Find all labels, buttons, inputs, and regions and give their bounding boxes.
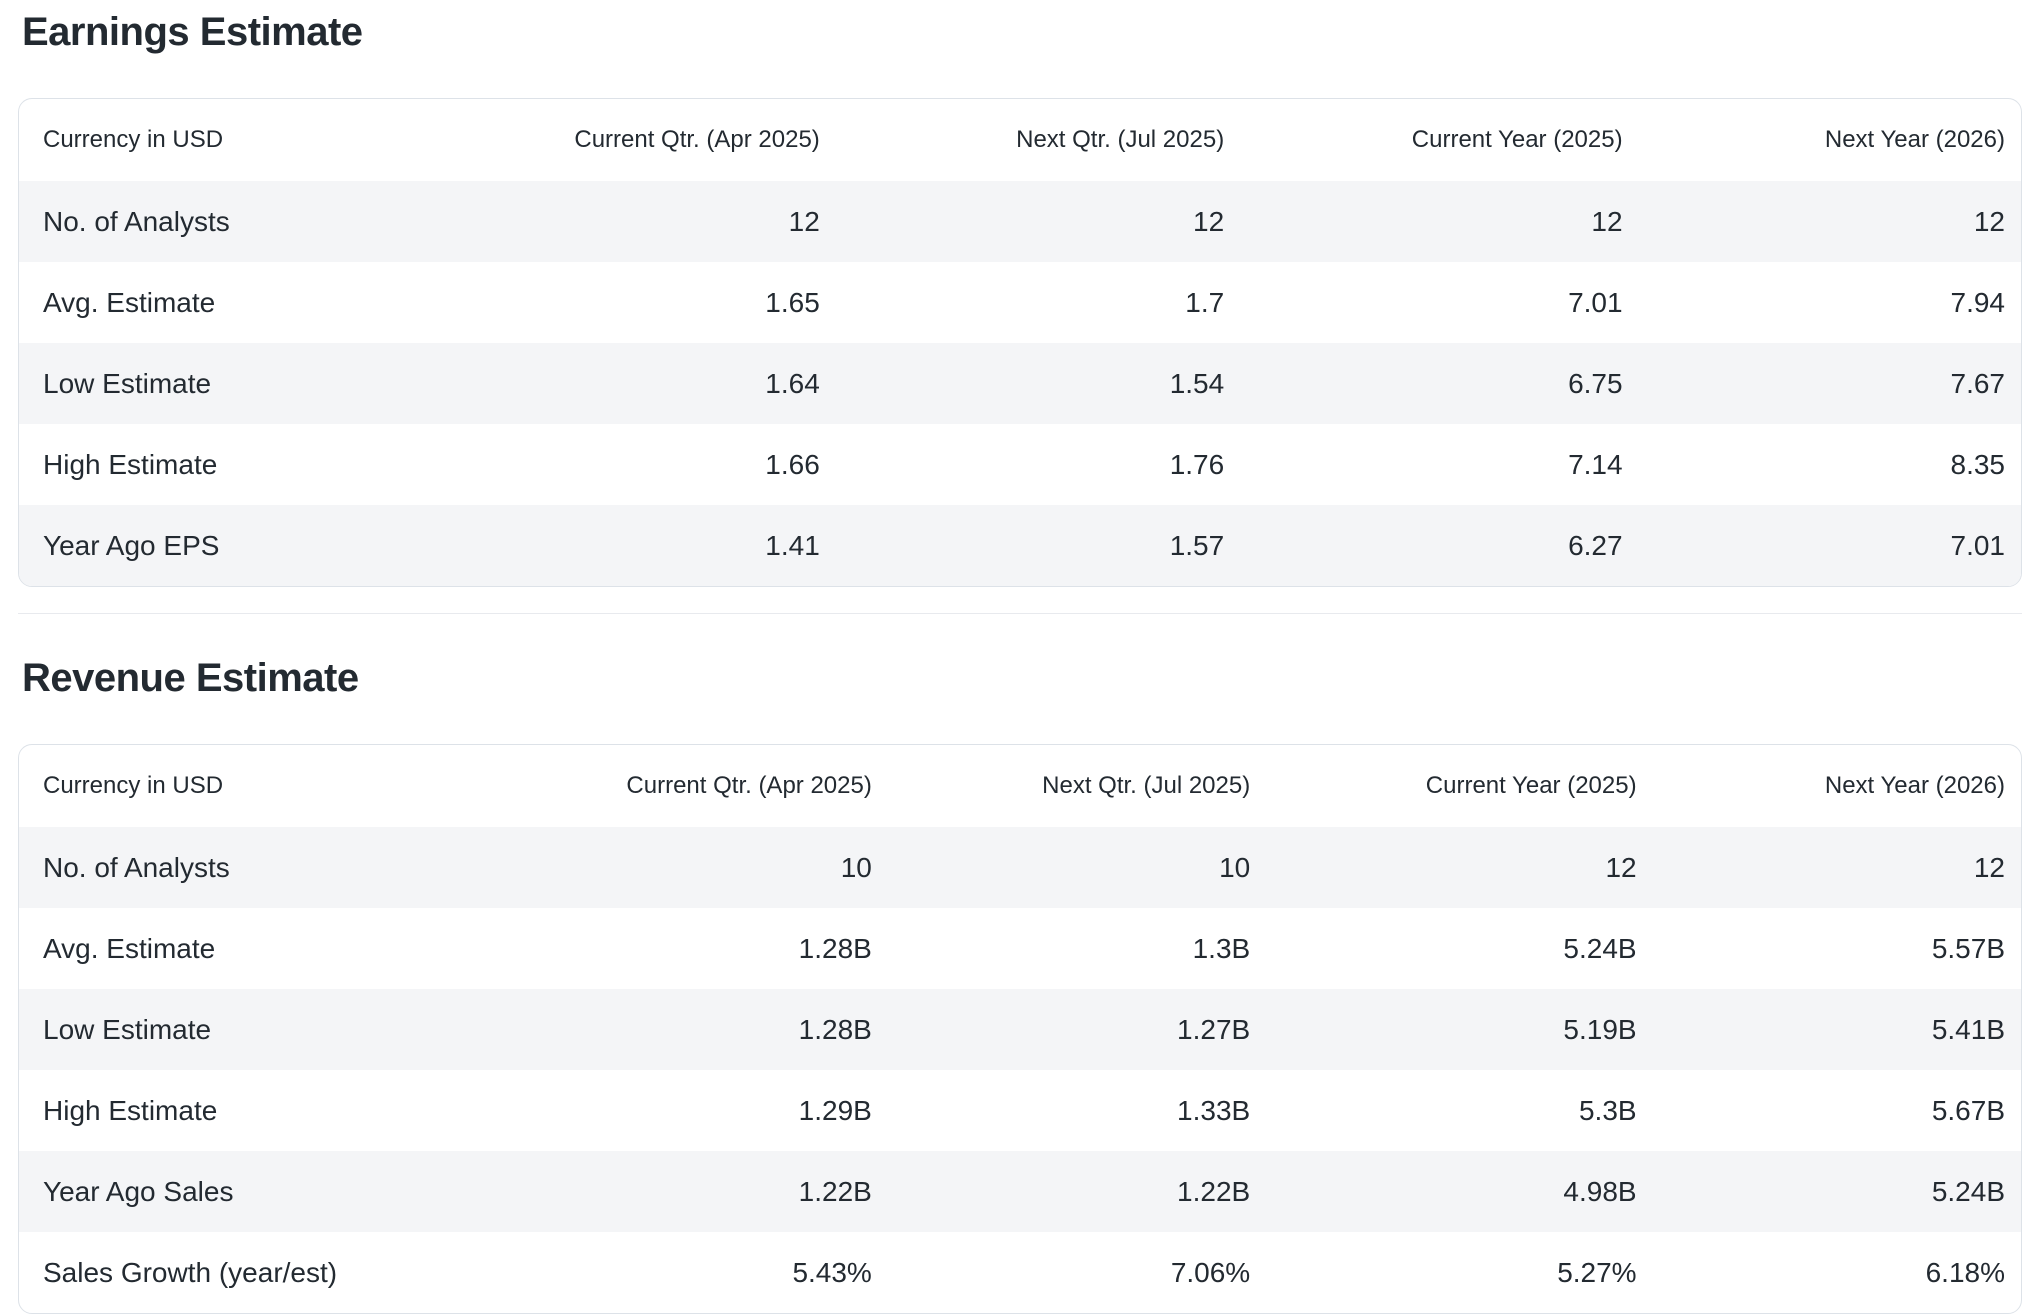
row-label: Avg. Estimate	[43, 933, 216, 964]
row-label: High Estimate	[43, 449, 218, 480]
table-row: No. of Analysts 12 12 12 12	[19, 181, 2021, 262]
cell-value: 5.19B	[1563, 1014, 1637, 1045]
table-row: Avg. Estimate 1.28B 1.3B 5.24B 5.57B	[19, 908, 2021, 989]
table-header-row: Currency in USD Current Qtr. (Apr 2025) …	[19, 745, 2021, 827]
cell-value: 1.64	[765, 368, 820, 399]
row-label: No. of Analysts	[43, 206, 230, 237]
cell-value: 1.22B	[798, 1176, 872, 1207]
cell-value: 7.94	[1950, 287, 2006, 318]
cell-value: 12	[1973, 852, 2005, 883]
cell-value: 12	[1973, 206, 2005, 237]
column-header-current-qtr: Current Qtr. (Apr 2025)	[574, 126, 820, 153]
cell-value: 5.43%	[792, 1257, 872, 1288]
column-header-next-year: Next Year (2026)	[1824, 772, 2005, 799]
table-row: Low Estimate 1.28B 1.27B 5.19B 5.41B	[19, 989, 2021, 1070]
cell-value: 1.29B	[798, 1095, 872, 1126]
column-header-next-qtr: Next Qtr. (Jul 2025)	[1016, 126, 1225, 153]
earnings-estimate-card: Currency in USD Current Qtr. (Apr 2025) …	[18, 98, 2022, 587]
table-header-row: Currency in USD Current Qtr. (Apr 2025) …	[19, 99, 2021, 181]
cell-value: 1.33B	[1177, 1095, 1251, 1126]
cell-value: 1.41	[765, 530, 820, 561]
cell-value: 1.76	[1169, 449, 1225, 480]
section-title-earnings: Earnings Estimate	[22, 10, 363, 54]
cell-value: 5.41B	[1931, 1014, 2005, 1045]
cell-value: 7.67	[1950, 368, 2006, 399]
table-row: Low Estimate 1.64 1.54 6.75 7.67	[19, 343, 2021, 424]
cell-value: 10	[1219, 852, 1251, 883]
table-row: High Estimate 1.66 1.76 7.14 8.35	[19, 424, 2021, 505]
currency-label: Currency in USD	[43, 772, 224, 799]
row-label: Year Ago EPS	[43, 530, 220, 561]
table-row: Year Ago EPS 1.41 1.57 6.27 7.01	[19, 505, 2021, 586]
column-header-next-year: Next Year (2026)	[1824, 126, 2005, 153]
column-header-current-year: Current Year (2025)	[1411, 126, 1623, 153]
cell-value: 1.22B	[1177, 1176, 1251, 1207]
table-row: High Estimate 1.29B 1.33B 5.3B 5.67B	[19, 1070, 2021, 1151]
cell-value: 12	[1591, 206, 1623, 237]
cell-value: 6.18%	[1925, 1257, 2005, 1288]
cell-value: 1.7	[1185, 287, 1225, 318]
table-row: No. of Analysts 10 10 12 12	[19, 827, 2021, 908]
revenue-estimate-section: Revenue Estimate Currency in USD Current…	[18, 654, 2022, 1314]
revenue-estimate-table: Currency in USD Current Qtr. (Apr 2025) …	[19, 745, 2021, 1313]
section-divider	[18, 613, 2022, 614]
cell-value: 4.98B	[1563, 1176, 1637, 1207]
column-header-current-qtr: Current Qtr. (Apr 2025)	[626, 772, 872, 799]
cell-value: 7.01	[1950, 530, 2006, 561]
revenue-estimate-card: Currency in USD Current Qtr. (Apr 2025) …	[18, 744, 2022, 1314]
cell-value: 1.3B	[1192, 933, 1251, 964]
row-label: High Estimate	[43, 1095, 218, 1126]
table-row: Year Ago Sales 1.22B 1.22B 4.98B 5.24B	[19, 1151, 2021, 1232]
cell-value: 1.28B	[798, 1014, 872, 1045]
row-label: Low Estimate	[43, 368, 212, 399]
column-header-next-qtr: Next Qtr. (Jul 2025)	[1042, 772, 1251, 799]
cell-value: 12	[1605, 852, 1637, 883]
cell-value: 5.57B	[1931, 933, 2005, 964]
cell-value: 12	[1193, 206, 1225, 237]
cell-value: 5.24B	[1931, 1176, 2005, 1207]
cell-value: 8.35	[1950, 449, 2006, 480]
cell-value: 1.57	[1169, 530, 1225, 561]
cell-value: 6.27	[1568, 530, 1623, 561]
cell-value: 5.67B	[1931, 1095, 2005, 1126]
cell-value: 7.14	[1568, 449, 1623, 480]
earnings-estimate-section: Earnings Estimate Currency in USD Curren…	[18, 8, 2022, 587]
earnings-estimate-table: Currency in USD Current Qtr. (Apr 2025) …	[19, 99, 2021, 586]
cell-value: 1.54	[1169, 368, 1225, 399]
row-label: Year Ago Sales	[43, 1176, 234, 1207]
cell-value: 1.65	[765, 287, 820, 318]
cell-value: 5.24B	[1563, 933, 1637, 964]
currency-label: Currency in USD	[43, 126, 224, 153]
row-label: No. of Analysts	[43, 852, 230, 883]
cell-value: 7.06%	[1170, 1257, 1251, 1288]
section-title-revenue: Revenue Estimate	[22, 656, 359, 700]
row-label: Low Estimate	[43, 1014, 212, 1045]
table-row: Sales Growth (year/est) 5.43% 7.06% 5.27…	[19, 1232, 2021, 1313]
cell-value: 1.27B	[1177, 1014, 1251, 1045]
cell-value: 1.28B	[798, 933, 872, 964]
table-row: Avg. Estimate 1.65 1.7 7.01 7.94	[19, 262, 2021, 343]
cell-value: 10	[840, 852, 872, 883]
row-label: Avg. Estimate	[43, 287, 216, 318]
cell-value: 1.66	[765, 449, 820, 480]
cell-value: 5.3B	[1578, 1095, 1637, 1126]
cell-value: 7.01	[1568, 287, 1623, 318]
cell-value: 5.27%	[1557, 1257, 1637, 1288]
cell-value: 6.75	[1568, 368, 1623, 399]
row-label: Sales Growth (year/est)	[43, 1257, 338, 1288]
column-header-current-year: Current Year (2025)	[1425, 772, 1637, 799]
cell-value: 12	[788, 206, 820, 237]
